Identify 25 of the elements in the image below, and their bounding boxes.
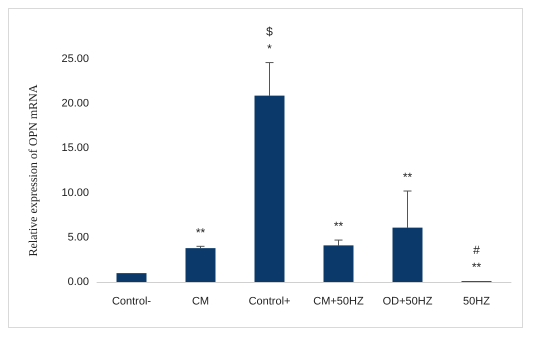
y-tick-label: 5.00 [68,231,89,244]
x-tick-label: Control- [112,296,152,308]
y-tick-label: 20.00 [61,98,89,110]
annotation: ** [196,225,206,240]
bar [186,248,216,282]
y-tick-label: 10.00 [61,186,89,199]
y-tick-label: 0.00 [68,276,89,288]
annotation: ** [472,260,482,274]
x-tick-label: 50HZ [463,296,490,308]
text: * [267,42,272,56]
bar [324,245,354,282]
x-tick-label: CM+50HZ [313,296,364,308]
text: $ [266,24,274,39]
annotation: ** [334,219,344,234]
annotation: ** [402,170,412,184]
y-axis-title: Relative expression of OPN mRNA [26,84,40,256]
y-tick-label: 15.00 [61,142,89,154]
bar [254,96,284,282]
x-tick-label: CM [192,296,210,308]
bar [116,273,146,282]
annotation: # [473,243,480,258]
x-tick-label: Control+ [248,296,290,308]
x-tick-label: OD+50HZ [382,296,433,308]
bar [392,228,422,282]
y-tick-label: 25.00 [61,53,89,65]
